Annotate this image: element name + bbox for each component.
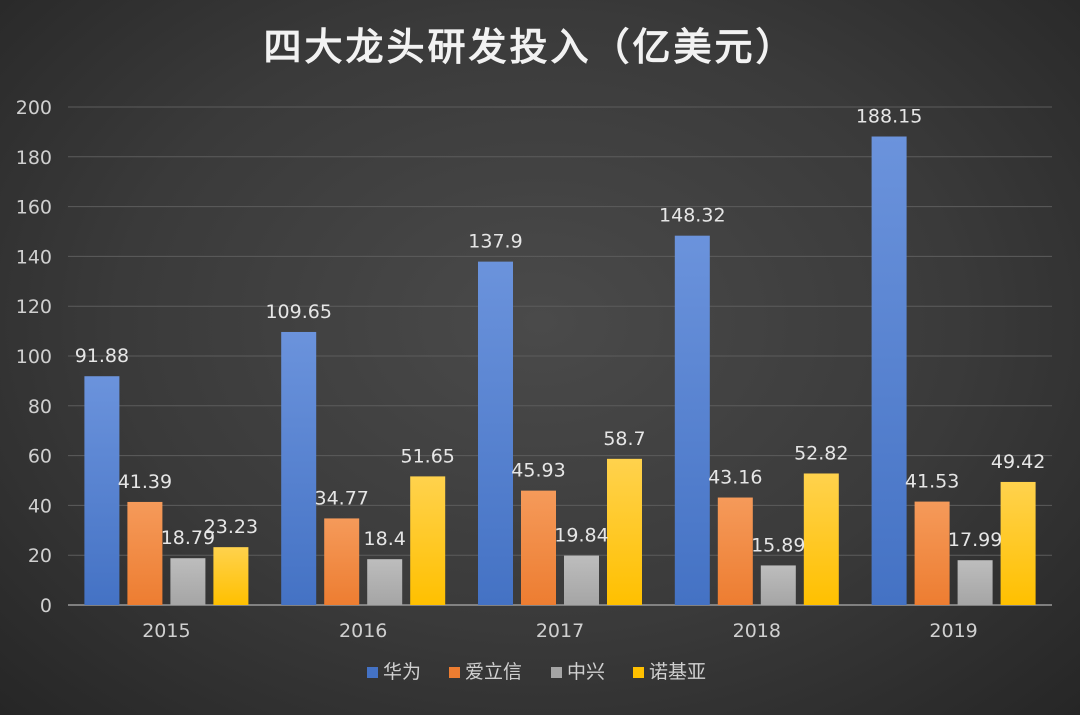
y-tick-label: 40 [28,495,52,517]
y-tick-label: 100 [16,346,52,368]
y-axis-ticks: 0 20 40 60 80 100 120 140 160 180 200 [16,97,52,617]
data-label: 18.4 [364,528,406,550]
legend-swatch [633,667,644,678]
bar-中兴-2015 [170,558,206,605]
x-category-label: 2016 [339,620,387,642]
y-tick-label: 80 [28,396,52,418]
legend-label: 中兴 [567,661,605,683]
y-tick-label: 200 [16,97,52,119]
bar-爱立信-2016 [324,518,360,605]
chart-title: 四大龙头研发投入（亿美元） [263,25,796,69]
x-axis-categories: 2015 2016 2017 2018 2019 [142,620,978,642]
x-category-label: 2015 [142,620,190,642]
legend: 华为 爱立信 中兴 诺基亚 [367,661,706,683]
bar-诺基亚-2015 [213,547,249,605]
y-tick-label: 160 [16,197,52,219]
data-label: 58.7 [603,428,645,450]
legend-label: 华为 [383,661,421,683]
data-label: 15.89 [751,534,805,556]
data-label: 52.82 [794,442,848,464]
data-label: 17.99 [948,529,1002,551]
bar-爱立信-2018 [717,497,753,605]
bar-华为-2015 [84,376,120,605]
data-label: 41.39 [118,471,172,493]
data-label: 137.9 [468,231,522,253]
data-label: 109.65 [265,301,331,323]
data-label: 43.16 [708,467,762,489]
data-label: 148.32 [659,205,725,227]
x-category-label: 2018 [733,620,781,642]
bar-华为-2017 [478,261,513,605]
bar-中兴-2017 [564,555,599,605]
y-tick-label: 20 [28,545,52,567]
data-label: 34.77 [314,487,368,509]
bar-诺基亚-2016 [410,476,446,605]
data-label: 45.93 [511,460,565,482]
data-label: 51.65 [400,445,454,467]
data-label: 49.42 [991,451,1045,473]
bar-华为-2018 [674,235,710,605]
bars [84,136,1036,605]
bar-爱立信-2015 [127,501,163,605]
y-tick-label: 120 [16,296,52,318]
data-label: 23.23 [204,516,258,538]
legend-swatch [367,667,378,678]
data-label: 18.79 [161,527,215,549]
bar-爱立信-2017 [521,490,556,605]
y-tick-label: 60 [28,446,52,468]
x-category-label: 2019 [929,620,977,642]
bar-诺基亚-2017 [607,458,642,605]
bar-中兴-2019 [957,560,993,605]
data-label: 41.53 [905,471,959,493]
y-tick-label: 180 [16,147,52,169]
bar-诺基亚-2019 [1000,481,1036,605]
y-tick-label: 0 [40,595,52,617]
bar-爱立信-2019 [914,501,950,605]
bar-诺基亚-2018 [803,473,839,605]
legend-swatch [449,667,460,678]
legend-label: 诺基亚 [649,661,706,683]
data-label: 19.84 [554,525,608,547]
legend-swatch [551,667,562,678]
bar-华为-2016 [281,331,317,605]
bar-中兴-2018 [760,565,796,605]
y-tick-label: 140 [16,246,52,268]
bar-华为-2019 [871,136,907,605]
data-label: 91.88 [75,345,129,367]
data-label: 188.15 [856,106,922,128]
bar-中兴-2016 [367,559,403,605]
legend-label: 爱立信 [465,661,522,683]
x-category-label: 2017 [536,620,584,642]
